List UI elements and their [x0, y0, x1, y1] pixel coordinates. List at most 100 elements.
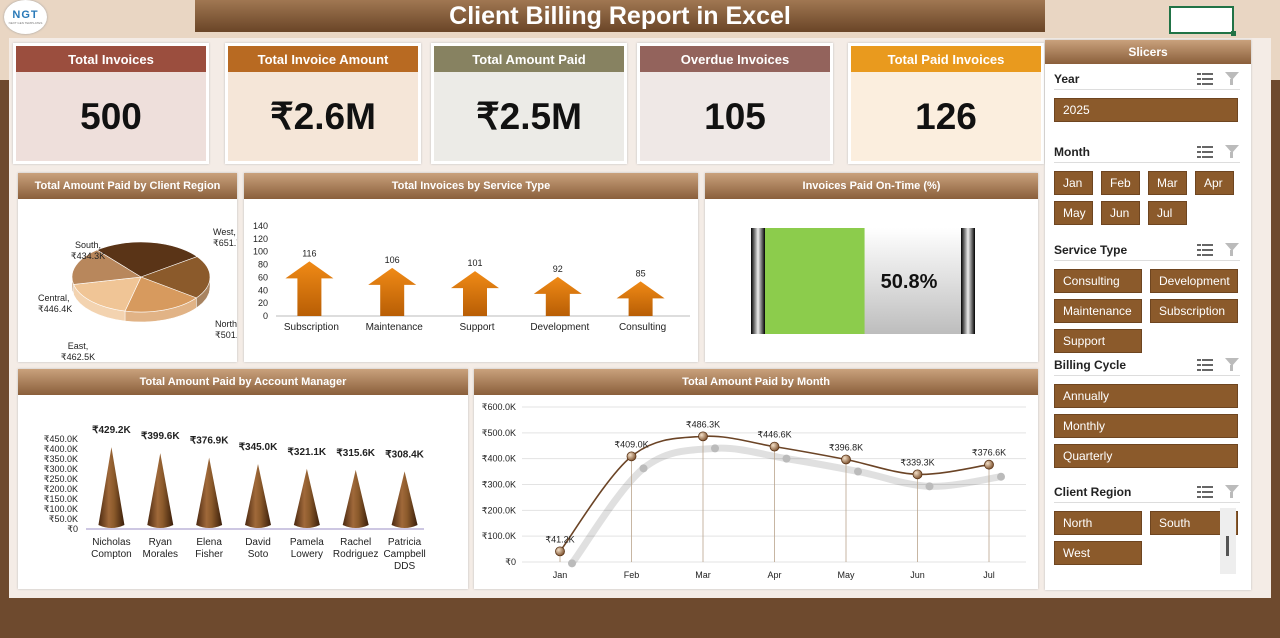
kpi-label: Total Paid Invoices — [851, 46, 1041, 72]
kpi-value: 105 — [704, 95, 766, 137]
kpi-value: ₹2.6M — [270, 96, 376, 137]
slicer-button[interactable]: Annually — [1054, 384, 1238, 408]
region-chart-panel[interactable]: Total Amount Paid by Client Region West,… — [18, 173, 237, 362]
multi-select-icon[interactable] — [1197, 358, 1213, 371]
bar-data-label: ₹308.4K — [385, 449, 424, 460]
pie-data-label: Central, ₹446.4K — [38, 293, 72, 314]
kpi-label: Overdue Invoices — [640, 46, 830, 72]
y-tick-label: ₹300.0K — [482, 480, 516, 490]
slicer-button[interactable]: Feb — [1101, 171, 1140, 195]
y-tick-label: ₹200.0K — [482, 505, 516, 515]
slicer-button[interactable]: Monthly — [1054, 414, 1238, 438]
multi-select-icon[interactable] — [1197, 243, 1213, 256]
ontime-chart-title: Invoices Paid On-Time (%) — [705, 173, 1038, 199]
title-bar: Client Billing Report in Excel — [195, 0, 1045, 32]
kpi-label: Total Invoice Amount — [228, 46, 418, 72]
slicer-header-icons — [1197, 72, 1240, 86]
y-tick-label: 140 — [253, 221, 268, 231]
slicer-buttons: Annually Monthly Quarterly — [1054, 384, 1240, 468]
progress-value-label: 50.8% — [881, 271, 938, 293]
month-chart-panel[interactable]: Total Amount Paid by Month ₹0 ₹100.0K ₹200… — [474, 369, 1038, 589]
slicer-button[interactable]: Consulting — [1054, 269, 1142, 293]
x-tick-label: Rachel Rodriguez — [333, 537, 379, 560]
slicer-button[interactable]: Quarterly — [1054, 444, 1238, 468]
slicer-button[interactable]: May — [1054, 201, 1093, 225]
clear-filter-icon[interactable] — [1225, 243, 1240, 257]
kpi-card[interactable]: Total Paid Invoices 126 — [848, 43, 1044, 164]
region-chart-title: Total Amount Paid by Client Region — [18, 173, 237, 199]
pie-slice — [96, 241, 198, 278]
multi-select-icon[interactable] — [1197, 485, 1213, 498]
month-chart-title: Total Amount Paid by Month — [474, 369, 1038, 395]
marker-shadow — [997, 472, 1005, 481]
slicer-title: Service Type — [1054, 239, 1240, 261]
bar-data-label: 106 — [385, 255, 400, 265]
slicer-button[interactable]: Jun — [1101, 201, 1140, 225]
kpi-card[interactable]: Total Invoices 500 — [13, 43, 209, 164]
clear-filter-icon[interactable] — [1225, 72, 1240, 86]
pie-data-label: East, ₹462.5K — [61, 341, 95, 362]
slicer-title: Billing Cycle — [1054, 354, 1240, 376]
marker-shadow — [639, 464, 648, 473]
x-tick-label: Subscription — [284, 322, 339, 333]
pie-data-label: South, ₹434.3K — [71, 240, 105, 261]
slicer-title-label: Month — [1054, 144, 1090, 159]
y-tick-label: ₹250.0K — [44, 474, 78, 484]
slicer-button[interactable]: Jan — [1054, 171, 1093, 195]
slicer-year: Year 2025 — [1054, 68, 1240, 122]
clear-filter-icon[interactable] — [1225, 485, 1240, 499]
service-chart-panel[interactable]: Total Invoices by Service Type 0 20 40 60 80… — [244, 173, 698, 362]
slicer-button[interactable]: 2025 — [1054, 98, 1238, 122]
slicer-button[interactable]: Subscription — [1150, 299, 1238, 323]
slicer-title-label: Service Type — [1054, 242, 1128, 257]
y-tick-label: 120 — [253, 234, 268, 244]
kpi-value: 500 — [80, 95, 142, 137]
kpi-label: Total Amount Paid — [434, 46, 624, 72]
bar-data-label: 85 — [636, 268, 646, 278]
x-tick-label: Development — [530, 322, 589, 333]
point-data-label: ₹339.3K — [900, 457, 934, 467]
pie-slice — [71, 249, 142, 285]
service-bar — [368, 267, 417, 316]
y-tick-label: ₹500.0K — [482, 428, 516, 438]
slicer-header-icons — [1197, 243, 1240, 257]
y-tick-label: ₹300.0K — [44, 464, 78, 474]
line-shadow — [569, 444, 1002, 566]
slicer-button[interactable]: Development — [1150, 269, 1238, 293]
slicer-button[interactable]: Support — [1054, 329, 1142, 353]
kpi-card[interactable]: Total Amount Paid ₹2.5M — [431, 43, 627, 164]
slicer-scrollbar[interactable] — [1220, 508, 1236, 574]
bar-data-label: ₹376.9K — [190, 436, 229, 447]
month-data-point — [769, 441, 780, 452]
slicer-scroll-thumb[interactable] — [1226, 536, 1229, 556]
kpi-card[interactable]: Total Invoice Amount ₹2.6M — [225, 43, 421, 164]
multi-select-icon[interactable] — [1197, 145, 1213, 158]
x-tick-label: Support — [459, 322, 494, 333]
slicer-title: Year — [1054, 68, 1240, 90]
slicer-button[interactable]: North — [1054, 511, 1142, 535]
clear-filter-icon[interactable] — [1225, 145, 1240, 159]
manager-chart-panel[interactable]: Total Amount Paid by Account Manager ₹0 ₹… — [18, 369, 468, 589]
marker-shadow — [711, 444, 719, 453]
multi-select-icon[interactable] — [1197, 72, 1213, 85]
point-data-label: ₹409.0K — [614, 439, 648, 449]
slicer-button[interactable]: Jul — [1148, 201, 1187, 225]
slicer-button[interactable]: West — [1054, 541, 1142, 565]
ontime-chart-panel[interactable]: Invoices Paid On-Time (%) 50.8% — [705, 173, 1038, 362]
slicers-pane: Slicers Year 2025 Month Jan Feb Mar Apr May Jun J… — [1045, 40, 1251, 590]
progress-fill — [765, 228, 865, 334]
kpi-card[interactable]: Overdue Invoices 105 — [637, 43, 833, 164]
manager-bar — [245, 464, 271, 528]
bar-data-label: 116 — [302, 248, 316, 258]
slicer-title-label: Year — [1054, 71, 1080, 86]
y-tick-label: ₹100.0K — [482, 531, 516, 541]
clear-filter-icon[interactable] — [1225, 358, 1240, 372]
x-tick-label: David Soto — [245, 537, 271, 560]
slicer-button[interactable]: Mar — [1148, 171, 1187, 195]
slicer-button[interactable]: Apr — [1195, 171, 1234, 195]
region-pie-chart: West,₹651.7K North,₹501.1K East,₹462.5K Cen… — [38, 227, 237, 362]
slicer-button[interactable]: Maintenance — [1054, 299, 1142, 323]
selected-cell[interactable] — [1169, 6, 1236, 36]
x-tick-label: Ryan Morales — [142, 537, 178, 560]
x-tick-label: Consulting — [619, 322, 666, 333]
